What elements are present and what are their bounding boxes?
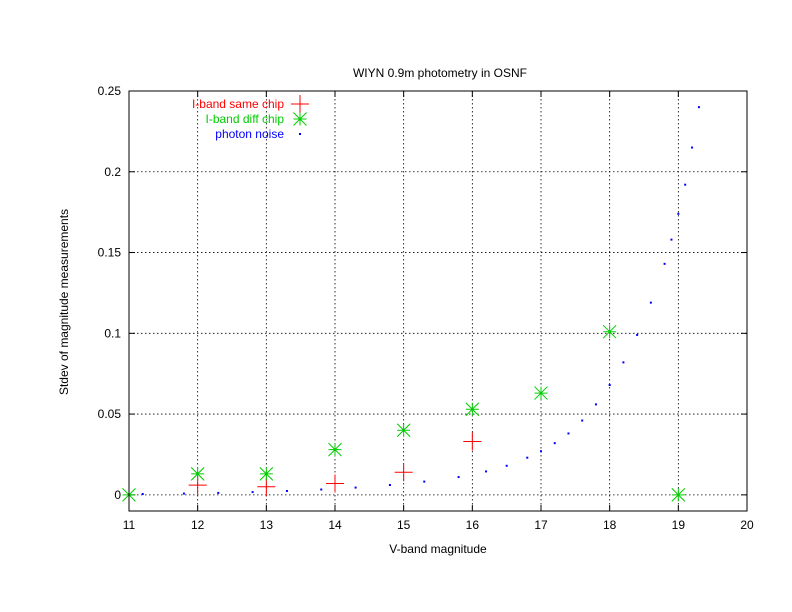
i-band-same-chip-point: [326, 474, 344, 493]
photon-noise-point: [622, 361, 625, 364]
i-band-same-chip-point: [463, 432, 482, 451]
grid-lines: [129, 91, 747, 511]
i-band-diff-chip-point: [190, 466, 205, 481]
y-tick-label: 0.05: [98, 407, 122, 421]
photon-noise-point: [594, 403, 597, 406]
legend-marker: [291, 95, 309, 113]
y-tick-label: 0.2: [104, 165, 121, 179]
x-tick-label: 18: [603, 518, 617, 532]
y-tick-label: 0.25: [98, 84, 122, 98]
photon-noise-point: [285, 489, 288, 492]
photon-noise-point: [251, 491, 254, 494]
x-tick-label: 16: [466, 518, 480, 532]
photon-noise-point: [485, 470, 488, 473]
photon-noise-point: [553, 442, 556, 445]
photon-noise-point: [567, 432, 570, 435]
legend-marker: [293, 112, 307, 126]
photon-noise-point: [388, 483, 391, 486]
photon-noise-point: [182, 492, 185, 495]
photon-noise-point: [354, 486, 357, 489]
x-axis-label: V-band magnitude: [389, 542, 487, 556]
x-tick-label: 12: [191, 518, 205, 532]
chart-title: WIYN 0.9m photometry in OSNF: [353, 66, 527, 80]
y-axis-label: Stdev of magnitude measurements: [57, 209, 71, 395]
legend-label: I-band same chip: [192, 97, 284, 111]
x-tick-label: 15: [397, 518, 411, 532]
x-tick-label: 14: [328, 518, 342, 532]
i-band-diff-chip-point: [602, 324, 617, 339]
photon-noise-point: [677, 212, 680, 215]
axis-ticks: 11 12 13 14 15 16 17 18 19 20 0 0.05 0.1 0.15 0.2 0.25: [98, 84, 754, 532]
i-band-diff-chip-point: [328, 442, 342, 457]
legend-marker: [299, 133, 301, 135]
data-points: [122, 106, 700, 502]
photon-noise-point: [663, 262, 666, 265]
i-band-diff-chip-point: [259, 466, 274, 481]
i-band-diff-chip-point: [465, 402, 480, 417]
photon-noise-point: [691, 146, 694, 149]
x-tick-label: 19: [672, 518, 686, 532]
i-band-diff-chip-point: [671, 487, 686, 502]
photon-noise-point: [684, 183, 687, 186]
photon-noise-point: [320, 488, 323, 491]
photon-noise-point: [581, 419, 584, 422]
photon-noise-point: [423, 480, 426, 483]
plot-frame: [128, 90, 748, 512]
photon-noise-point: [217, 491, 220, 494]
legend-label: I-band diff chip: [206, 112, 285, 126]
i-band-diff-chip-point: [534, 386, 548, 400]
legend-label: photon noise: [215, 127, 284, 141]
x-tick-label: 13: [260, 518, 274, 532]
y-tick-label: 0.1: [104, 326, 121, 340]
photon-noise-point: [697, 106, 700, 109]
photon-noise-point: [608, 384, 611, 386]
photon-noise-point: [636, 333, 639, 336]
photon-noise-point: [526, 456, 529, 459]
photon-noise-point: [540, 450, 542, 453]
photon-noise-point: [649, 301, 652, 304]
photon-noise-point: [141, 493, 144, 496]
y-tick-label: 0.15: [98, 246, 122, 260]
photon-noise-point: [670, 238, 673, 241]
x-tick-label: 20: [740, 518, 754, 532]
i-band-diff-chip-point: [396, 423, 411, 438]
i-band-same-chip-point: [394, 463, 413, 482]
x-tick-label: 11: [123, 518, 136, 532]
i-band-same-chip-point: [257, 477, 276, 496]
photon-noise-point: [457, 476, 460, 479]
y-tick-label: 0: [114, 488, 121, 502]
photon-noise-point: [505, 464, 508, 467]
x-tick-label: 17: [534, 518, 548, 532]
